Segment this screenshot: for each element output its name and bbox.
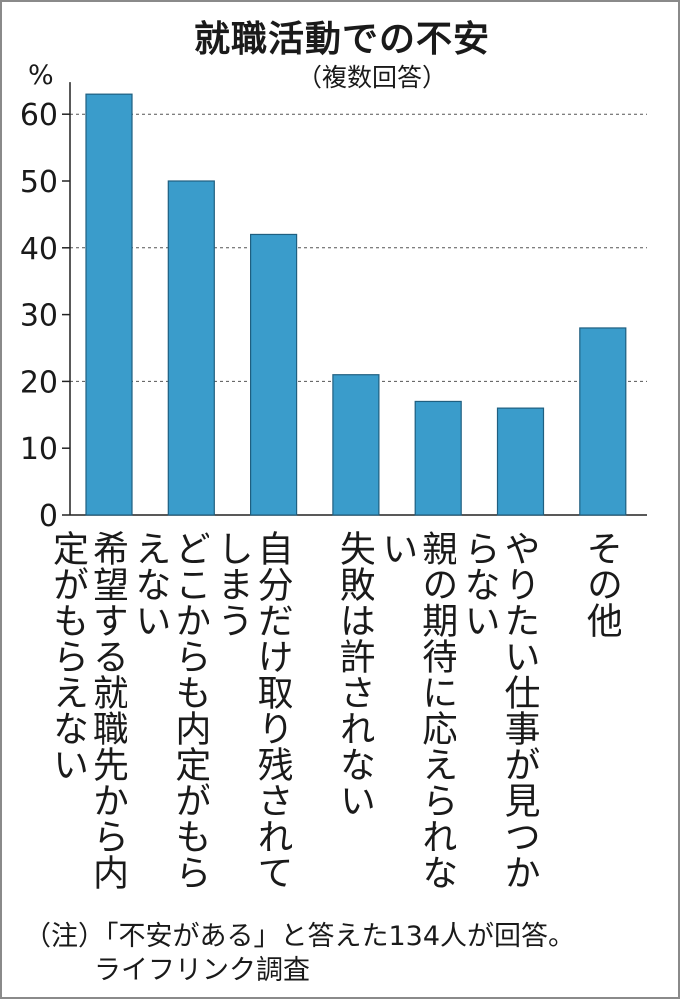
y-tick-label-50: 50: [20, 165, 58, 200]
bar-4: [332, 374, 380, 516]
y-tick-label-10: 10: [20, 432, 58, 467]
bar-2: [167, 180, 215, 516]
bar-chart: 0 10 20 30 40 50 60%: [20, 60, 647, 534]
category-label-7: その他: [580, 530, 621, 638]
category-label-4: 失敗は許されない: [333, 530, 374, 818]
y-axis-unit: %: [28, 60, 54, 91]
bar-5: [414, 400, 462, 516]
category-label-2: どこからも内定がもらえない: [129, 530, 210, 890]
bar-3: [250, 233, 298, 516]
y-tick-label-40: 40: [20, 232, 58, 267]
footnote-line-1: （注）「不安がある」と答えた134人が回答。: [24, 921, 576, 952]
chart-subtitle: （複数回答）: [296, 63, 447, 92]
category-label-6: やりたい仕事が見つからない: [458, 530, 539, 890]
chart-title: 就職活動での不安: [193, 19, 490, 60]
category-label-1: 希望する就職先から内定がもらえない: [47, 530, 127, 890]
bar-1: [85, 93, 133, 516]
y-tick-label-20: 20: [20, 365, 58, 400]
category-label-3: 自分だけ取り残されてしまう: [211, 530, 292, 890]
y-tick-label-0: 0: [39, 499, 58, 534]
y-tick-label-60: 60: [20, 98, 58, 133]
bar-7: [579, 327, 627, 516]
footnote: （注）「不安がある」と答えた134人が回答。 ライフリンク調査: [24, 920, 674, 988]
bar-6: [496, 407, 545, 516]
y-tick-label-30: 30: [20, 299, 58, 334]
category-label-5: 親の期待に応えられない: [376, 530, 457, 890]
footnote-line-2: ライフリンク調査: [94, 955, 310, 986]
